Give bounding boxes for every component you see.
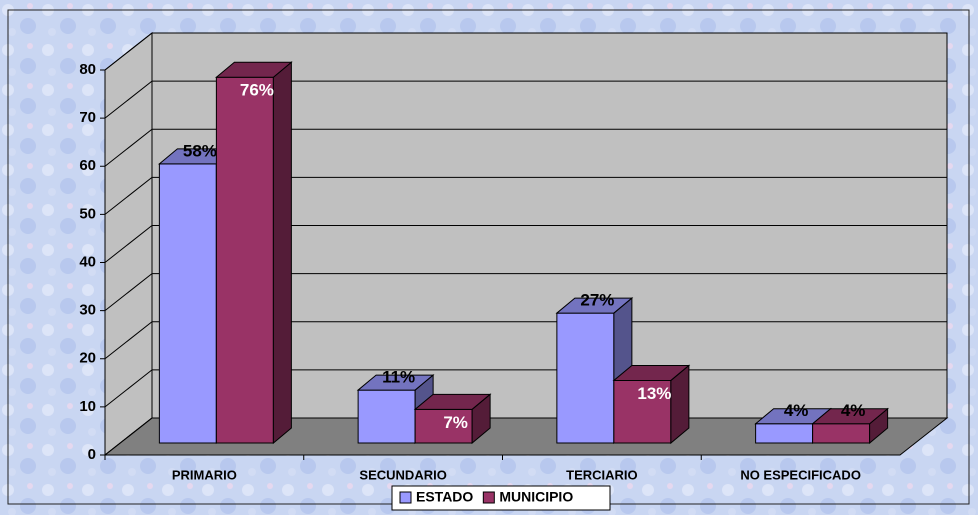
y-tick-label: 80: [79, 61, 96, 78]
y-tick-label: 30: [79, 302, 96, 319]
bar-side: [272, 61, 292, 445]
y-tick-label: 0: [88, 446, 96, 463]
bar-top: [214, 61, 293, 78]
bar-top: [555, 297, 634, 314]
y-tick-label: 50: [79, 205, 96, 222]
grid-line: [104, 225, 947, 263]
value-label: 7%: [443, 413, 468, 432]
bar: [214, 61, 293, 445]
y-tick-label: 60: [79, 157, 96, 174]
bar: [413, 393, 492, 445]
legend-swatch: [482, 491, 495, 504]
x-tick-label: TERCIARIO: [566, 467, 638, 482]
value-label: 4%: [784, 401, 809, 420]
y-tick-label: 40: [79, 253, 96, 270]
y-tick-label: 70: [79, 109, 96, 126]
bar: [811, 407, 890, 445]
bar-top: [811, 408, 890, 425]
legend-label: MUNICIPIO: [499, 489, 573, 505]
bar-front: [755, 423, 814, 444]
y-tick-label: 10: [79, 398, 96, 415]
legend-swatch: [399, 491, 412, 504]
y-tick-label: 20: [79, 350, 96, 367]
value-label: 76%: [240, 81, 274, 100]
x-tick-label: NO ESPECIFICADO: [740, 467, 861, 482]
bar-front: [158, 163, 217, 444]
value-label: 27%: [580, 291, 614, 310]
value-label: 13%: [637, 384, 671, 403]
value-label: 11%: [382, 368, 415, 387]
bar-top: [356, 374, 435, 391]
x-tick-label: SECUNDARIO: [359, 467, 446, 482]
bar-front: [357, 389, 416, 444]
bar-front: [215, 76, 274, 444]
bar-top: [413, 393, 492, 410]
grid-line: [104, 32, 947, 71]
x-tick-label: PRIMARIO: [172, 467, 237, 482]
grid-line: [104, 80, 947, 119]
bar-front: [556, 312, 615, 444]
grid-line: [104, 128, 947, 167]
bar-front: [812, 423, 871, 444]
value-label: 4%: [841, 401, 866, 420]
legend-box: [391, 485, 611, 511]
value-label: 58%: [183, 141, 217, 160]
grid-line: [104, 321, 947, 360]
grid-line: [104, 176, 947, 215]
legend-label: ESTADO: [416, 489, 473, 505]
bar: [612, 364, 691, 445]
bar-top: [612, 364, 691, 381]
grid-line: [104, 273, 947, 312]
